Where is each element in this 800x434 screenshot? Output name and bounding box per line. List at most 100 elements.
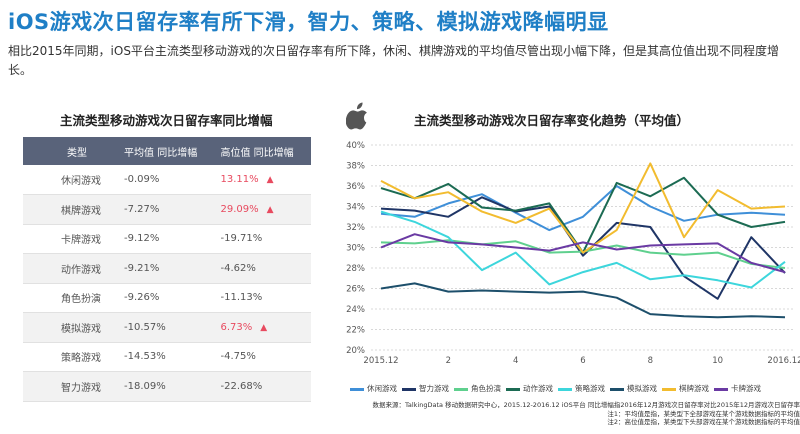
table-row: 卡牌游戏 -9.12% -19.71% bbox=[23, 224, 311, 254]
row-high: -19.71% bbox=[220, 233, 263, 245]
row-avg: -18.09% bbox=[118, 371, 215, 402]
row-type: 休闲游戏 bbox=[23, 165, 119, 195]
y-tick-label: 34% bbox=[346, 203, 365, 213]
y-tick-label: 30% bbox=[346, 244, 365, 254]
row-high-cell: 29.09% ▲ bbox=[214, 194, 311, 225]
series-line bbox=[380, 282, 786, 319]
row-high-cell: 6.73% ▲ bbox=[214, 312, 311, 343]
table-header-row: 类型 平均值 同比增幅 高位值 同比增幅 bbox=[23, 137, 311, 165]
legend-item: 策略游戏 bbox=[558, 383, 610, 394]
row-avg: -0.09% bbox=[118, 165, 215, 195]
legend-label: 策略游戏 bbox=[575, 384, 605, 393]
y-tick-label: 20% bbox=[346, 346, 365, 356]
legend-swatch bbox=[610, 387, 624, 391]
row-high-cell: 13.11% ▲ bbox=[214, 165, 311, 195]
growth-table: 类型 平均值 同比增幅 高位值 同比增幅 休闲游戏 -0.09% 13.11% ▲ 棋牌… bbox=[23, 137, 311, 402]
up-triangle-icon: ▲ bbox=[260, 322, 268, 333]
legend-item: 卡牌游戏 bbox=[714, 383, 766, 394]
legend-item: 动作游戏 bbox=[506, 383, 558, 394]
y-tick-label: 38% bbox=[346, 162, 365, 172]
legend-label: 动作游戏 bbox=[523, 384, 553, 393]
y-tick-label: 22% bbox=[346, 326, 365, 336]
row-high: -4.75% bbox=[220, 351, 256, 363]
series-line bbox=[380, 162, 786, 254]
row-high-cell: -19.71% bbox=[214, 224, 311, 254]
y-tick-label: 36% bbox=[346, 182, 365, 192]
row-high-cell: -4.75% bbox=[214, 342, 311, 372]
x-tick-label: 6 bbox=[580, 356, 585, 366]
series-line bbox=[380, 196, 786, 300]
table-row: 策略游戏 -14.53% -4.75% bbox=[23, 342, 311, 372]
row-type: 卡牌游戏 bbox=[23, 224, 119, 254]
legend-label: 棋牌游戏 bbox=[679, 384, 709, 393]
table-row: 动作游戏 -9.21% -4.62% bbox=[23, 253, 311, 284]
header-type: 类型 bbox=[67, 147, 87, 159]
table-row: 模拟游戏 -10.57% 6.73% ▲ bbox=[23, 312, 311, 343]
x-tick-label: 10 bbox=[712, 356, 723, 366]
source-line-2: 注1：平均值是指，某类型下全部游戏在某个游戏数据指标的平均值 bbox=[607, 409, 800, 418]
legend-label: 卡牌游戏 bbox=[731, 384, 761, 393]
legend-item: 智力游戏 bbox=[402, 383, 454, 394]
row-high: 6.73% bbox=[220, 321, 253, 333]
x-tick-label: 2016.12 bbox=[767, 356, 800, 366]
y-tick-label: 40% bbox=[346, 141, 365, 151]
legend-swatch bbox=[662, 387, 676, 391]
legend-item: 棋牌游戏 bbox=[662, 383, 714, 394]
table-row: 智力游戏 -18.09% -22.68% bbox=[23, 371, 311, 402]
row-avg: -7.27% bbox=[118, 194, 215, 225]
series-line bbox=[380, 233, 786, 274]
chart-title: 主流类型移动游戏次日留存率变化趋势（平均值） bbox=[414, 113, 690, 128]
row-high: 13.11% bbox=[220, 174, 259, 185]
legend-swatch bbox=[506, 387, 520, 391]
legend-label: 智力游戏 bbox=[419, 384, 449, 393]
row-high-cell: -4.62% bbox=[214, 253, 311, 284]
header-high: 高位值 同比增幅 bbox=[220, 147, 294, 159]
page-headline: iOS游戏次日留存率有所下滑，智力、策略、模拟游戏降幅明显 bbox=[8, 10, 609, 34]
row-type: 动作游戏 bbox=[23, 253, 119, 284]
up-triangle-icon: ▲ bbox=[266, 204, 274, 215]
legend-item: 休闲游戏 bbox=[350, 383, 402, 394]
legend-swatch bbox=[402, 387, 416, 391]
x-tick-label: 4 bbox=[513, 356, 518, 366]
table-row: 休闲游戏 -0.09% 13.11% ▲ bbox=[23, 165, 311, 195]
table-row: 角色扮演 -9.26% -11.13% bbox=[23, 283, 311, 313]
table-row: 棋牌游戏 -7.27% 29.09% ▲ bbox=[23, 194, 311, 225]
y-tick-label: 32% bbox=[346, 223, 365, 233]
source-note: 数据来源：TalkingData 移动数据研究中心，2015.12-2016.1… bbox=[316, 401, 800, 427]
legend-swatch bbox=[454, 387, 468, 391]
series-line bbox=[380, 210, 786, 289]
row-high-cell: -22.68% bbox=[214, 371, 311, 402]
row-high: -4.62% bbox=[220, 262, 256, 274]
row-avg: -9.21% bbox=[118, 253, 215, 284]
row-type: 模拟游戏 bbox=[23, 312, 119, 343]
row-type: 智力游戏 bbox=[23, 371, 119, 402]
legend-label: 休闲游戏 bbox=[367, 384, 397, 393]
x-tick-label: 2015.12 bbox=[363, 356, 398, 366]
header-avg: 平均值 同比增幅 bbox=[124, 147, 198, 159]
legend-label: 角色扮演 bbox=[471, 384, 501, 393]
row-high-cell: -11.13% bbox=[214, 283, 311, 313]
row-high: 29.09% bbox=[220, 203, 259, 215]
legend-item: 角色扮演 bbox=[454, 383, 506, 394]
row-type: 策略游戏 bbox=[23, 342, 119, 372]
intro-paragraph: 相比2015年同期，iOS平台主流类型移动游戏的次日留存率有所下降，休闲、棋牌游… bbox=[8, 44, 779, 77]
retention-line-chart: 20% 22% 24% 26% 28% 30% 32% 34% 36% 38% 40% 2015.12… bbox=[346, 141, 800, 366]
source-line-1: 数据来源：TalkingData 移动数据研究中心，2015.12-2016.1… bbox=[372, 401, 800, 409]
y-tick-label: 24% bbox=[346, 305, 365, 315]
y-tick-label: 28% bbox=[346, 264, 365, 274]
y-tick-label: 26% bbox=[346, 285, 365, 295]
row-high: -22.68% bbox=[220, 380, 263, 392]
row-avg: -14.53% bbox=[118, 342, 215, 372]
x-tick-label: 8 bbox=[648, 356, 653, 366]
up-triangle-icon: ▲ bbox=[266, 175, 274, 185]
source-line-3: 注2：高位值是指，某类型下头部游戏在某个游戏数据指标的平均值 bbox=[607, 418, 800, 426]
legend-swatch bbox=[714, 387, 728, 391]
row-avg: -9.12% bbox=[118, 224, 215, 254]
x-tick-label: 2 bbox=[446, 356, 451, 366]
row-type: 棋牌游戏 bbox=[23, 194, 119, 225]
row-avg: -9.26% bbox=[118, 283, 215, 313]
legend-label: 模拟游戏 bbox=[627, 384, 657, 393]
table-title: 主流类型移动游戏次日留存率同比增幅 bbox=[60, 113, 273, 128]
legend-swatch bbox=[558, 387, 572, 391]
legend-item: 模拟游戏 bbox=[610, 383, 662, 394]
